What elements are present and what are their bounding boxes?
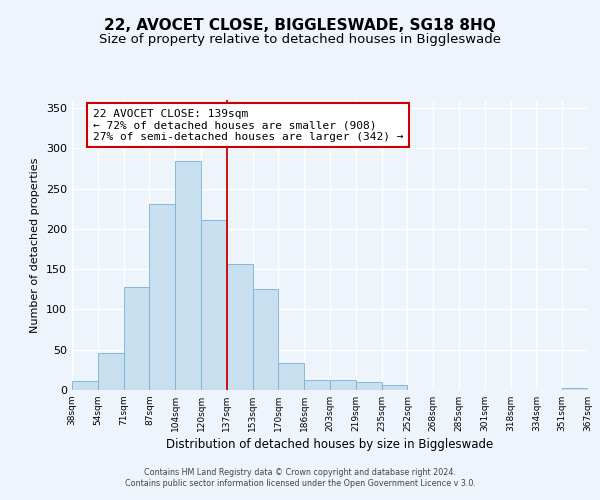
Bar <box>253 288 278 390</box>
Bar <box>149 204 175 390</box>
Bar <box>175 161 201 390</box>
Text: Contains HM Land Registry data © Crown copyright and database right 2024.
Contai: Contains HM Land Registry data © Crown c… <box>125 468 475 487</box>
X-axis label: Distribution of detached houses by size in Biggleswade: Distribution of detached houses by size … <box>166 438 494 451</box>
Bar <box>98 353 124 390</box>
Bar <box>124 287 149 390</box>
Bar <box>72 381 98 390</box>
Bar <box>382 385 407 390</box>
Text: Size of property relative to detached houses in Biggleswade: Size of property relative to detached ho… <box>99 32 501 46</box>
Bar <box>304 380 330 390</box>
Bar <box>356 382 382 390</box>
Text: 22 AVOCET CLOSE: 139sqm
← 72% of detached houses are smaller (908)
27% of semi-d: 22 AVOCET CLOSE: 139sqm ← 72% of detache… <box>92 108 403 142</box>
Bar <box>278 364 304 390</box>
Bar <box>562 388 588 390</box>
Bar <box>201 220 227 390</box>
Y-axis label: Number of detached properties: Number of detached properties <box>31 158 40 332</box>
Bar <box>227 264 253 390</box>
Text: 22, AVOCET CLOSE, BIGGLESWADE, SG18 8HQ: 22, AVOCET CLOSE, BIGGLESWADE, SG18 8HQ <box>104 18 496 32</box>
Bar <box>330 380 356 390</box>
